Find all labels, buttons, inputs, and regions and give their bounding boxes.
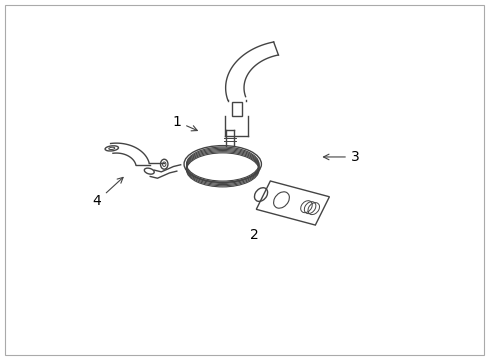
- Text: 4: 4: [93, 177, 123, 208]
- Text: 1: 1: [172, 114, 197, 131]
- Text: 3: 3: [323, 150, 359, 164]
- Text: 2: 2: [249, 228, 258, 242]
